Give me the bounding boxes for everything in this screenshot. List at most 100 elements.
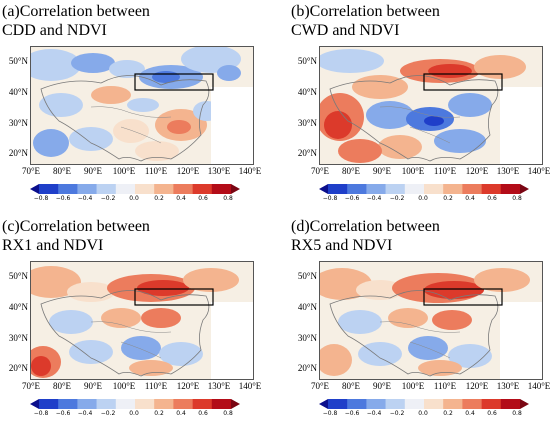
panel-title: (d)Correlation between RX5 and NDVI bbox=[291, 217, 440, 255]
colorbar-segment bbox=[77, 399, 97, 409]
lat-label: 20°N bbox=[297, 363, 317, 373]
lon-label: 80°E bbox=[52, 381, 72, 391]
colorbar-extend-low bbox=[319, 399, 328, 409]
colorbar-tick-label: 0.6 bbox=[198, 410, 208, 417]
colorbar-tick-label: 0.4 bbox=[176, 410, 186, 417]
colorbar bbox=[319, 399, 529, 409]
colorbar-tick-label: −0.6 bbox=[55, 195, 71, 202]
colorbar-tick-label: 0.8 bbox=[223, 410, 233, 417]
colorbar-segment bbox=[328, 184, 348, 194]
lon-label: 100°E bbox=[112, 166, 136, 176]
colorbar-tick-label: 0.6 bbox=[198, 195, 208, 202]
colorbar-extend-low bbox=[30, 399, 39, 409]
lat-label: 50°N bbox=[8, 271, 28, 281]
lon-label: 130°E bbox=[496, 166, 520, 176]
colorbar-segment bbox=[173, 184, 193, 194]
lon-label: 100°E bbox=[401, 381, 425, 391]
lon-label: 80°E bbox=[341, 381, 361, 391]
lon-label: 120°E bbox=[176, 381, 200, 391]
colorbar-tick-label: 0.8 bbox=[512, 410, 522, 417]
colorbar-segment bbox=[347, 399, 367, 409]
colorbar-extend-low bbox=[30, 184, 39, 194]
lon-label: 140°E bbox=[527, 381, 550, 391]
colorbar-segment bbox=[211, 399, 232, 409]
title-line-1: (d)Correlation between bbox=[291, 218, 440, 235]
colorbar-segment bbox=[500, 184, 521, 194]
lon-label: 100°E bbox=[401, 166, 425, 176]
colorbar-tick-label: 0.2 bbox=[443, 195, 453, 202]
lat-label: 40°N bbox=[8, 302, 28, 312]
colorbar-tick-label: 0.2 bbox=[443, 410, 453, 417]
correlation-map bbox=[30, 46, 254, 165]
colorbar-segment bbox=[462, 399, 482, 409]
colorbar-segment bbox=[154, 399, 174, 409]
lon-label: 70°E bbox=[310, 166, 330, 176]
colorbar-tick-label: −0.6 bbox=[344, 195, 360, 202]
colorbar-segment bbox=[385, 399, 406, 409]
lon-label: 140°E bbox=[238, 381, 262, 391]
colorbar-tick-label: 0.4 bbox=[465, 195, 475, 202]
lon-label: 90°E bbox=[83, 381, 103, 391]
colorbar-segment bbox=[424, 184, 444, 194]
colorbar-segment bbox=[39, 184, 59, 194]
lat-label: 20°N bbox=[297, 148, 317, 158]
colorbar-segment bbox=[211, 184, 232, 194]
title-line-2: RX1 and NDVI bbox=[2, 237, 104, 254]
lon-label: 100°E bbox=[112, 381, 136, 391]
correlation-map bbox=[30, 261, 254, 380]
lon-label: 130°E bbox=[207, 166, 231, 176]
colorbar-segment bbox=[135, 399, 155, 409]
panel-b: (b)Correlation between CWD and NDVI 50°N… bbox=[289, 0, 550, 215]
lon-label: 140°E bbox=[527, 166, 550, 176]
title-line-2: CDD and NDVI bbox=[2, 22, 107, 39]
colorbar-extend-low bbox=[319, 184, 328, 194]
lon-label: 120°E bbox=[465, 166, 489, 176]
lon-label: 110°E bbox=[433, 381, 457, 391]
lat-label: 30°N bbox=[297, 118, 317, 128]
lon-label: 90°E bbox=[372, 166, 392, 176]
panel-title: (a)Correlation between CDD and NDVI bbox=[2, 2, 150, 40]
colorbar-segment bbox=[385, 184, 406, 194]
lon-label: 110°E bbox=[144, 381, 168, 391]
colorbar-segment bbox=[77, 184, 97, 194]
colorbar-extend-high bbox=[231, 399, 240, 409]
lon-label: 130°E bbox=[207, 381, 231, 391]
lat-label: 30°N bbox=[8, 118, 28, 128]
lat-label: 50°N bbox=[8, 56, 28, 66]
colorbar-tick-label: −0.2 bbox=[100, 410, 116, 417]
colorbar bbox=[30, 399, 240, 409]
colorbar-tick-label: −0.6 bbox=[344, 410, 360, 417]
colorbar-tick-label: 0.2 bbox=[154, 195, 164, 202]
lon-label: 70°E bbox=[21, 166, 41, 176]
colorbar-tick-label: −0.8 bbox=[322, 195, 338, 202]
lat-label: 40°N bbox=[8, 87, 28, 97]
colorbar-tick-label: 0.4 bbox=[465, 410, 475, 417]
lon-label: 120°E bbox=[176, 166, 200, 176]
colorbar-segment bbox=[96, 184, 117, 194]
panel-d: (d)Correlation between RX5 and NDVI 50°N… bbox=[289, 215, 550, 430]
lat-label: 30°N bbox=[297, 333, 317, 343]
colorbar-tick-label: −0.4 bbox=[77, 195, 93, 202]
colorbar bbox=[319, 184, 529, 194]
colorbar-segment bbox=[58, 184, 78, 194]
colorbar-tick-label: 0.0 bbox=[418, 410, 428, 417]
lon-label: 80°E bbox=[52, 166, 72, 176]
colorbar-tick-label: 0.2 bbox=[154, 410, 164, 417]
colorbar-extend-high bbox=[231, 184, 240, 194]
colorbar-segment bbox=[115, 399, 136, 409]
colorbar-tick-label: −0.2 bbox=[389, 195, 405, 202]
colorbar-segment bbox=[366, 184, 386, 194]
colorbar-extend-high bbox=[520, 399, 529, 409]
title-line-1: (b)Correlation between bbox=[291, 3, 440, 20]
lat-label: 20°N bbox=[8, 363, 28, 373]
title-line-1: (a)Correlation between bbox=[2, 3, 150, 20]
panel-title: (c)Correlation between RX1 and NDVI bbox=[2, 217, 150, 255]
colorbar-tick-label: −0.2 bbox=[100, 195, 116, 202]
colorbar bbox=[30, 184, 240, 194]
colorbar-tick-label: 0.6 bbox=[487, 410, 497, 417]
colorbar-segment bbox=[173, 399, 193, 409]
colorbar-tick-label: −0.6 bbox=[55, 410, 71, 417]
colorbar-tick-label: 0.8 bbox=[512, 195, 522, 202]
colorbar-tick-label: −0.4 bbox=[77, 410, 93, 417]
colorbar-tick-label: 0.0 bbox=[129, 195, 139, 202]
